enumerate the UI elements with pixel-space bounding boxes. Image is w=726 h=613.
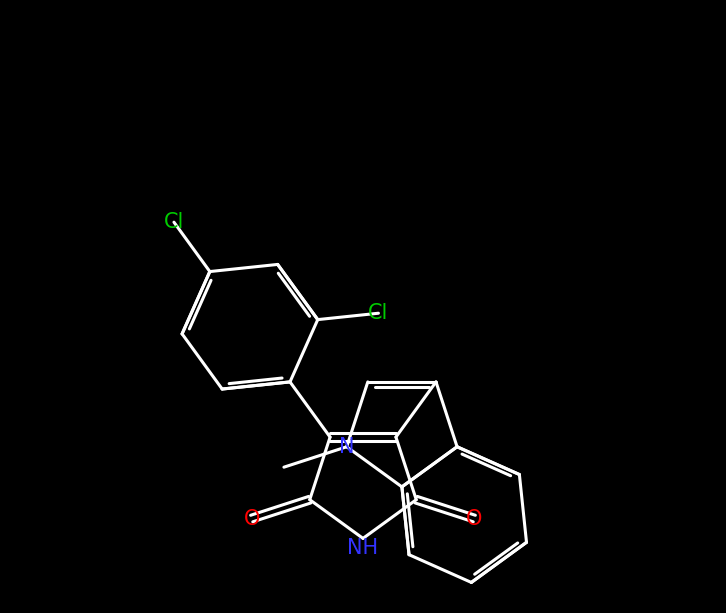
Text: NH: NH <box>348 538 378 558</box>
Text: O: O <box>243 509 260 528</box>
Text: Cl: Cl <box>164 212 184 232</box>
Text: Cl: Cl <box>368 303 388 323</box>
Text: O: O <box>466 509 483 528</box>
Text: N: N <box>339 437 354 457</box>
